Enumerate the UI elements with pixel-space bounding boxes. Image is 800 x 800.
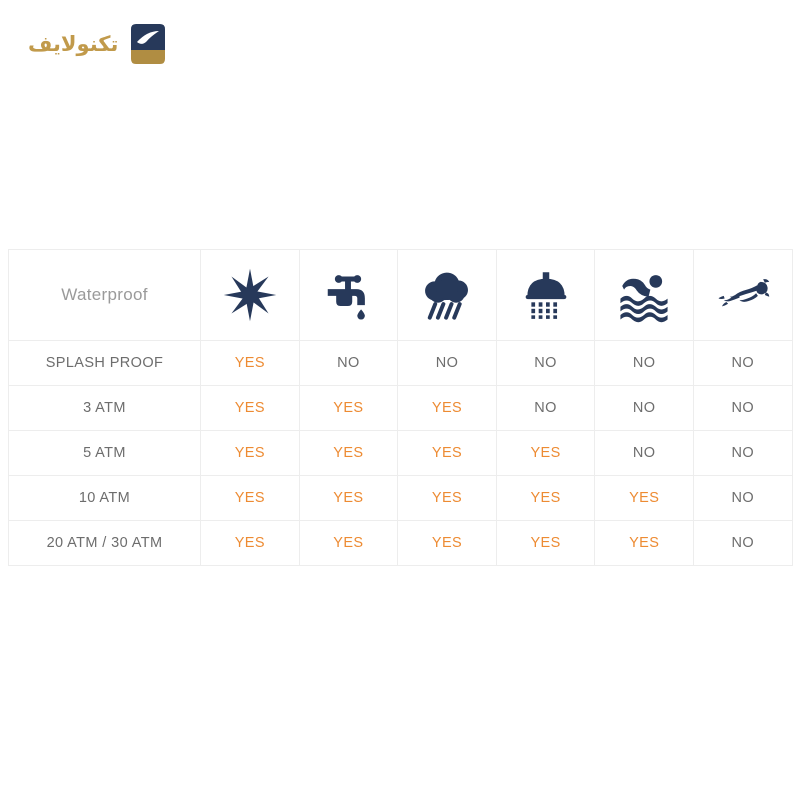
table-header-shower [495,249,596,341]
cell-splash: YES [200,475,300,521]
cell-faucet: NO [298,340,399,386]
cell-splash: YES [200,340,300,386]
cell-shower: YES [495,430,596,476]
cell-faucet: YES [298,430,399,476]
scuba-diver-icon [694,250,792,340]
table-header-swimming [594,249,694,341]
shower-head-icon [497,250,595,340]
table-body: SPLASH PROOF YES NO NO NO NO NO 3 ATM YE… [8,340,793,566]
row-label: 20 ATM / 30 ATM [8,520,201,566]
cell-rain: YES [397,475,497,521]
swimmer-waves-icon [595,250,693,340]
cell-rain: YES [397,520,497,566]
cell-diving: NO [692,520,793,566]
cell-swimming: NO [594,340,694,386]
cell-diving: NO [692,385,793,431]
table-header-row: Waterproof [8,249,793,341]
cell-rain: NO [397,340,497,386]
cell-faucet: YES [298,385,399,431]
cell-rain: YES [397,385,497,431]
table-header-rain [397,249,497,341]
cell-faucet: YES [298,475,399,521]
cell-faucet: YES [298,520,399,566]
brand-wordmark: تکنولایف [28,31,119,56]
cell-shower: YES [495,520,596,566]
table-row: 20 ATM / 30 ATM YES YES YES YES YES NO [8,520,793,566]
brand-logo: تکنولایف [28,18,171,70]
table-header-splash [200,249,300,341]
cell-shower: NO [495,340,596,386]
cell-swimming: NO [594,430,694,476]
splash-burst-icon [201,250,299,340]
row-label: SPLASH PROOF [8,340,201,386]
cell-diving: NO [692,475,793,521]
table-header-faucet [298,249,399,341]
cell-splash: YES [200,520,300,566]
row-label: 3 ATM [8,385,201,431]
waterproof-table-wrapper: Waterproof [8,249,793,566]
rain-cloud-icon [398,250,496,340]
cell-rain: YES [397,430,497,476]
cell-splash: YES [200,385,300,431]
row-label: 10 ATM [8,475,201,521]
cell-swimming: NO [594,385,694,431]
cell-swimming: YES [594,475,694,521]
table-header-diving [692,249,793,341]
table-row: 10 ATM YES YES YES YES YES NO [8,475,793,521]
table-row: 3 ATM YES YES YES NO NO NO [8,385,793,431]
technolife-logo-icon [125,21,171,67]
table-row: 5 ATM YES YES YES YES NO NO [8,430,793,476]
cell-shower: NO [495,385,596,431]
faucet-drip-icon [300,250,398,340]
table-row: SPLASH PROOF YES NO NO NO NO NO [8,340,793,386]
row-label: 5 ATM [8,430,201,476]
cell-diving: NO [692,430,793,476]
waterproof-rating-table: Waterproof [8,249,793,566]
cell-swimming: YES [594,520,694,566]
cell-shower: YES [495,475,596,521]
cell-splash: YES [200,430,300,476]
cell-diving: NO [692,340,793,386]
table-header-waterproof: Waterproof [8,249,201,341]
